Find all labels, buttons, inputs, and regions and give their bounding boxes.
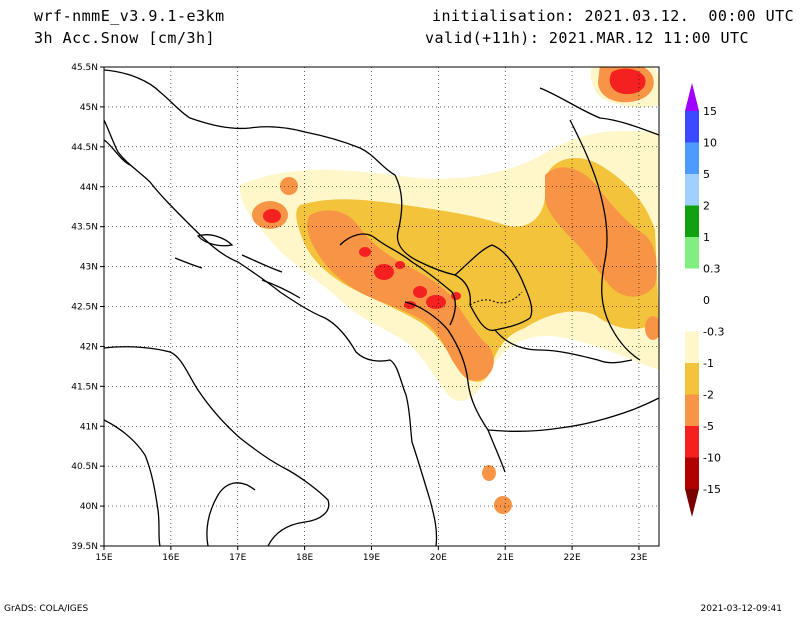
italy-heel-coastline [206,482,256,546]
legend-swatch [685,205,699,237]
y-axis: 45.5N 45N 44.5N 44N 43.5N 43N 42.5N 42N 41.5N 41N… [71,63,104,552]
legend-swatch [685,268,699,300]
x-tick-label: 16E [162,553,179,563]
macedonia-border [494,329,633,364]
model-name: wrf-nmmE_v3.9.1-e3km [34,7,225,25]
snow-severe-area [374,264,394,280]
legend-swatch [685,394,699,426]
snow-severe-area [609,68,646,95]
legend-arrow-bottom [685,489,699,517]
kosovo-border [454,244,533,332]
y-tick-label: 40N [80,502,98,512]
snow-severe-area [263,209,281,223]
drina-border [394,174,471,306]
y-tick-label: 45N [80,103,98,113]
x-tick-label: 21E [497,553,514,563]
legend-label: 2 [703,200,710,213]
y-tick-label: 40.5N [71,462,98,472]
legend-label: -1 [703,357,714,370]
snow-field [239,67,659,514]
legend-swatch [685,331,699,363]
x-tick-label: 17E [229,553,246,563]
legend-swatch [685,457,699,489]
snow-heavy-area [307,210,494,381]
snow-heavy-area [645,316,659,340]
x-tick-label: 18E [296,553,313,563]
valid-time: valid(+11h): 2021.MAR.12 11:00 UTC [425,29,750,47]
danube-border [539,87,659,136]
adriatic-coastline [104,119,438,546]
x-tick-label: 22E [564,553,581,563]
y-tick-label: 43.5N [71,223,98,233]
y-tick-label: 42N [80,342,98,352]
y-tick-label: 45.5N [71,63,98,73]
grid-lines [104,67,659,546]
legend-swatch [685,142,699,174]
x-tick-label: 15E [95,553,112,563]
greece-border [487,397,659,432]
island [241,254,283,273]
montenegro-border [339,233,456,326]
y-tick-label: 44N [80,183,98,193]
italy-coastline [104,346,330,546]
island [174,257,203,269]
legend-arrow-top [685,83,699,111]
legend-label: -10 [703,452,721,465]
y-tick-label: 42.5N [71,303,98,313]
albania-border [404,301,506,473]
x-axis: 15E 16E 17E 18E 19E 20E 21E 22E 23E [95,546,648,563]
legend-label: -2 [703,389,714,402]
snow-heavy-area [494,496,512,514]
x-tick-label: 19E [363,553,380,563]
sava-border [104,69,396,176]
y-tick-label: 39.5N [71,542,98,552]
legend-label: 15 [703,105,717,118]
legend-label: -5 [703,420,714,433]
kosovo-inner-border [469,291,523,306]
y-tick-label: 41.5N [71,382,98,392]
legend-swatch [685,237,699,269]
bulgaria-serbia-border [569,119,641,361]
croatia-coast-inlet [104,139,131,166]
footer-timestamp: 2021-03-12-09:41 [701,604,783,614]
footer-source: GrADS: COLA/IGES [4,604,88,614]
snow-severe-area [413,286,427,298]
snow-heavy-area [482,465,496,481]
y-tick-label: 41N [80,422,98,432]
map-lines [104,69,659,546]
y-tick-label: 44.5N [71,143,98,153]
legend-swatch [685,426,699,458]
legend-swatch [685,111,699,143]
x-tick-label: 20E [430,553,447,563]
color-legend: 15 10 5 2 1 0.3 0 -0.3 -1 -2 -5 -10 -15 [685,83,724,517]
italy-heel-coastline [104,419,161,546]
island [261,279,301,299]
snow-severe-area [426,295,446,309]
legend-label: 10 [703,137,717,150]
island [196,234,234,247]
legend-label: 1 [703,231,710,244]
legend-swatch [685,174,699,206]
legend-label: 0.3 [703,263,721,276]
legend-label: 0 [703,294,710,307]
legend-label: 5 [703,168,710,181]
snow-heavy-area [545,167,657,297]
init-time: initialisation: 2021.03.12. 00:00 UTC [432,7,795,25]
x-tick-label: 23E [630,553,647,563]
field-name: 3h Acc.Snow [cm/3h] [34,29,216,47]
legend-label: -0.3 [703,326,724,339]
snow-severe-area [359,247,371,257]
snow-heavy-area [280,177,298,195]
legend-swatch [685,300,699,332]
y-tick-label: 43N [80,263,98,273]
legend-swatch [685,363,699,395]
legend-label: -15 [703,483,721,496]
snow-severe-area [395,261,405,269]
